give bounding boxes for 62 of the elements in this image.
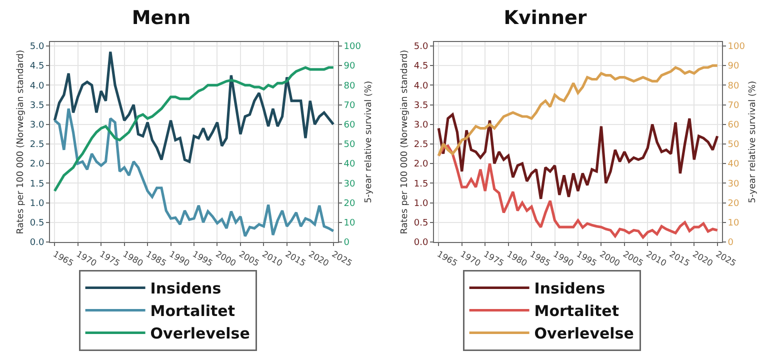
y-tick-label: 4.5 [30,62,44,72]
y2-tick-label: 80 [728,81,740,92]
legend-label: Mortalitet [534,302,620,320]
y-tick-label: 2.0 [414,160,428,170]
line-series [437,144,719,239]
y-tick-label: 1.0 [414,198,428,209]
y-tick-label: 1.5 [414,179,428,190]
y2-tick-label: 30 [344,179,356,190]
y-tick-label: 2.5 [30,140,44,150]
y2-tick-label: 80 [344,81,356,92]
y-tick-label: 3.5 [30,100,44,111]
y-tick-label: 2.5 [414,140,428,150]
y-tick-label: 0.5 [414,218,428,229]
y2-tick-label: 0 [728,238,734,248]
y-tick-label: 2.0 [30,160,44,170]
y2-tick-label: 20 [344,198,356,209]
y-tick-label: 1.0 [30,198,44,209]
line-series [53,50,335,163]
line-series [53,107,335,238]
y-tick-label: 5.0 [30,42,44,52]
y-tick-label: 0.0 [414,238,428,248]
y2-tick-label: 70 [728,100,740,111]
y2-tick-label: 100 [344,42,362,52]
line-series [437,64,719,158]
y-tick-label: 0.5 [30,218,44,229]
y2-axis-title: 5-year relative survival (%) [748,80,758,204]
y2-tick-label: 50 [344,140,356,150]
y-axis-title: Rates per 100 000 (Norwegian standard) [16,50,26,234]
legend-label: Insidens [534,280,606,298]
y-axis-title: Rates per 100 000 (Norwegian standard) [400,50,410,234]
y-tick-label: 4.5 [414,62,428,72]
y2-tick-label: 100 [728,42,746,52]
chart-title: Menn [132,7,191,30]
legend-label: Overlevelse [534,324,634,343]
legend-label: Overlevelse [150,324,250,343]
y-tick-label: 0.0 [30,238,44,248]
y2-tick-label: 90 [728,62,740,72]
y2-tick-label: 40 [728,160,740,170]
y2-tick-label: 90 [344,62,356,72]
y2-axis-title: 5-year relative survival (%) [364,80,374,204]
y2-tick-label: 10 [728,218,740,229]
y-tick-label: 3.5 [414,100,428,111]
y2-tick-label: 40 [344,160,356,170]
y2-tick-label: 20 [728,198,740,209]
line-series [53,66,335,192]
y2-tick-label: 10 [344,218,356,229]
legend-label: Mortalitet [150,302,236,320]
line-series [437,113,719,200]
y2-tick-label: 0 [344,238,350,248]
legend-label: Insidens [150,280,222,298]
y2-tick-label: 50 [728,140,740,150]
y2-tick-label: 60 [728,120,740,130]
y-tick-label: 1.5 [30,179,44,190]
y2-tick-label: 70 [344,100,356,111]
y2-tick-label: 60 [344,120,356,130]
y2-tick-label: 30 [728,179,740,190]
y-tick-label: 3.0 [30,120,44,130]
y-tick-label: 3.0 [414,120,428,130]
y-tick-label: 4.0 [30,81,44,92]
y-tick-label: 4.0 [414,81,428,92]
chart-title: Kvinner [504,7,588,30]
y-tick-label: 5.0 [414,42,428,52]
